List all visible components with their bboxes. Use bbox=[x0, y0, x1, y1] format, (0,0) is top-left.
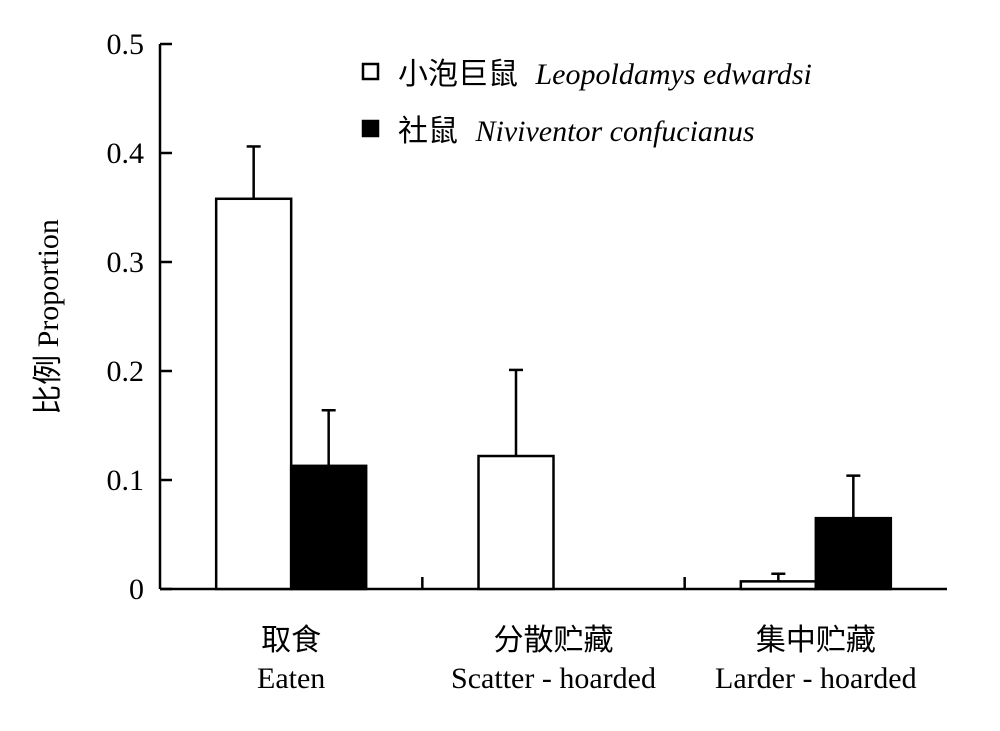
y-ticks: 0 0.1 0.2 0.3 0.4 0.5 bbox=[107, 28, 172, 606]
category-label-en: Scatter - hoarded bbox=[451, 662, 656, 695]
legend-series-1-zh: 小泡巨鼠 bbox=[398, 58, 518, 91]
bar-series-2-cat-1 bbox=[289, 464, 368, 591]
y-tick-label: 0 bbox=[129, 573, 144, 606]
category-label-zh: 集中贮藏 bbox=[756, 624, 876, 657]
category-label-zh: 分散贮藏 bbox=[494, 624, 614, 657]
y-tick-label: 0.3 bbox=[107, 246, 145, 279]
legend-swatch-series-1 bbox=[361, 62, 380, 81]
bars bbox=[214, 197, 893, 591]
x-ticks bbox=[421, 577, 686, 589]
legend-series-1-latin: Leopoldamys edwardsi bbox=[535, 58, 812, 91]
category-label-zh: 取食 bbox=[261, 624, 321, 657]
legend: 小泡巨鼠 Leopoldamys edwardsi 社鼠 Niviventor … bbox=[361, 58, 812, 148]
bar-series-2-cat-3 bbox=[814, 516, 893, 591]
error-bars bbox=[246, 145, 861, 582]
y-tick-label: 0.4 bbox=[107, 137, 145, 170]
legend-series-2-latin: Niviventor confucianus bbox=[475, 115, 755, 148]
category-label-en: Larder - hoarded bbox=[715, 662, 917, 695]
legend-label-series-2: 社鼠 Niviventor confucianus bbox=[398, 115, 755, 148]
legend-series-2-zh: 社鼠 bbox=[398, 115, 458, 148]
y-tick-label: 0.1 bbox=[107, 464, 145, 497]
y-axis-label: 比例 Proportion bbox=[32, 219, 65, 415]
bar-series-1-cat-1 bbox=[214, 197, 293, 591]
legend-label-series-1: 小泡巨鼠 Leopoldamys edwardsi bbox=[398, 58, 812, 91]
category-labels: 取食 Eaten 分散贮藏 Scatter - hoarded 集中贮藏 Larder -… bbox=[257, 624, 917, 695]
category-label-en: Eaten bbox=[257, 662, 325, 695]
bar-series-1-cat-3 bbox=[739, 580, 818, 591]
y-tick-label: 0.5 bbox=[107, 28, 145, 61]
bar-series-1-cat-2 bbox=[477, 454, 555, 591]
legend-swatch-series-2 bbox=[361, 119, 380, 138]
y-tick-label: 0.2 bbox=[107, 355, 145, 388]
